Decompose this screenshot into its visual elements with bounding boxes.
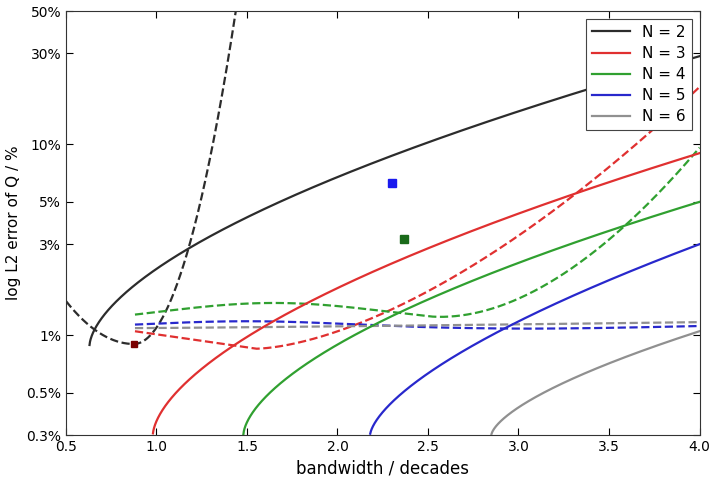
N = 2 <box>173 253 182 258</box>
Line: N = 5: N = 5 <box>370 241 709 434</box>
N = 6 <box>692 329 700 335</box>
N = 5 <box>705 238 713 244</box>
N = 2 <box>308 185 316 190</box>
N = 4 <box>692 200 700 206</box>
X-axis label: bandwidth / decades: bandwidth / decades <box>296 459 469 477</box>
Line: N = 2: N = 2 <box>90 54 709 345</box>
N = 4 <box>308 357 316 363</box>
N = 4 <box>705 196 713 202</box>
Line: N = 6: N = 6 <box>491 328 709 434</box>
N = 3 <box>308 298 316 303</box>
N = 5 <box>622 270 631 276</box>
N = 2 <box>135 279 143 284</box>
N = 2 <box>705 51 713 57</box>
N = 6 <box>705 326 713 331</box>
N = 6 <box>622 354 631 359</box>
N = 4 <box>622 222 631 228</box>
N = 3 <box>692 151 700 157</box>
N = 5 <box>692 242 700 248</box>
N = 2 <box>336 173 344 179</box>
Legend: N = 2, N = 3, N = 4, N = 5, N = 6: N = 2, N = 3, N = 4, N = 5, N = 6 <box>586 19 692 130</box>
Y-axis label: log L2 error of Q / %: log L2 error of Q / % <box>6 146 21 300</box>
Line: N = 4: N = 4 <box>243 199 709 434</box>
N = 3 <box>622 173 631 179</box>
N = 2 <box>622 74 631 80</box>
N = 2 <box>692 54 700 60</box>
N = 3 <box>705 147 713 153</box>
N = 3 <box>173 388 182 394</box>
N = 3 <box>336 284 344 290</box>
N = 4 <box>336 340 344 346</box>
Line: N = 3: N = 3 <box>153 150 709 433</box>
